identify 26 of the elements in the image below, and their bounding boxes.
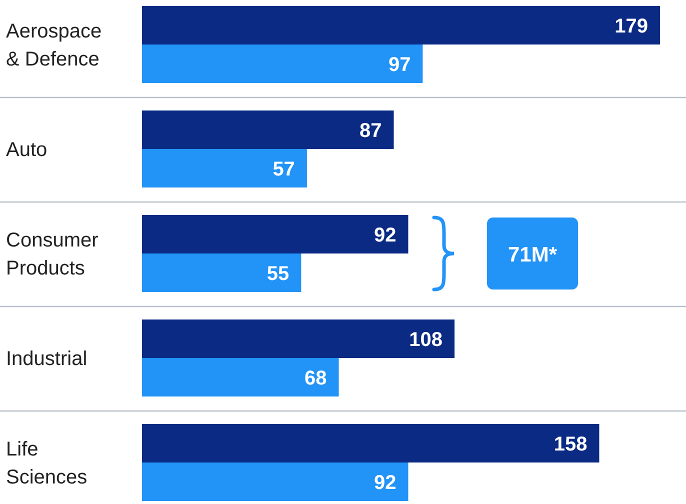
data-label: 158 bbox=[554, 433, 588, 456]
y-tick-label: Consumer Products bbox=[6, 230, 99, 280]
data-label: 108 bbox=[409, 328, 443, 351]
data-label: 57 bbox=[272, 158, 295, 180]
bar bbox=[142, 149, 307, 188]
y-tick-label: Industrial bbox=[6, 348, 88, 370]
bar bbox=[142, 358, 339, 396]
data-label: 55 bbox=[266, 262, 290, 285]
bar bbox=[142, 6, 660, 44]
bar bbox=[142, 110, 394, 149]
data-label: 92 bbox=[374, 224, 396, 246]
y-tick-label: Auto bbox=[6, 139, 48, 161]
bar bbox=[142, 254, 302, 292]
bar bbox=[142, 424, 600, 462]
data-label: 92 bbox=[374, 472, 396, 494]
bar bbox=[142, 462, 408, 501]
data-label: 97 bbox=[388, 54, 411, 76]
data-label: 68 bbox=[304, 367, 327, 390]
data-label: 179 bbox=[614, 15, 648, 38]
bar bbox=[142, 44, 423, 83]
bar bbox=[142, 215, 408, 254]
y-tick-label: Life Sciences bbox=[6, 438, 88, 488]
data-label: 87 bbox=[360, 120, 382, 142]
annotation: 71M* bbox=[508, 244, 558, 266]
bar bbox=[142, 320, 455, 358]
y-tick-label: Aerospace & Defence bbox=[6, 20, 102, 70]
